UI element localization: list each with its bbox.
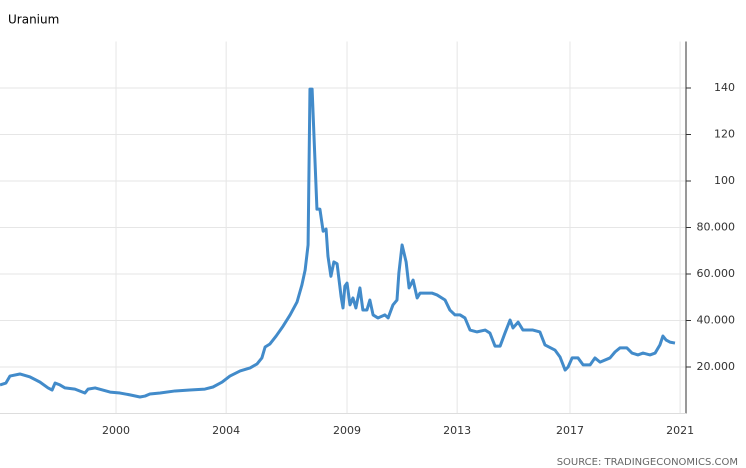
x-tick-label: 2013 [443, 424, 471, 437]
x-tick-label: 2000 [102, 424, 130, 437]
source-note: SOURCE: TRADINGECONOMICS.COM [557, 457, 738, 468]
y-tick-label: 120 [714, 128, 735, 141]
x-tick-label: 2017 [556, 424, 584, 437]
chart-title: Uranium [8, 13, 59, 27]
x-tick-label: 2009 [333, 424, 361, 437]
y-tick-label: 20.000 [697, 360, 736, 373]
x-tick-label: 2004 [212, 424, 240, 437]
y-tick-label: 60.000 [697, 267, 736, 280]
y-tick-label: 140 [714, 81, 735, 94]
y-tick-label: 100 [714, 174, 735, 187]
y-tick-label: 40.000 [697, 314, 736, 327]
data-line [0, 87, 676, 399]
x-tick-label: 2021 [666, 424, 694, 437]
y-tick-label: 80.000 [697, 221, 736, 234]
